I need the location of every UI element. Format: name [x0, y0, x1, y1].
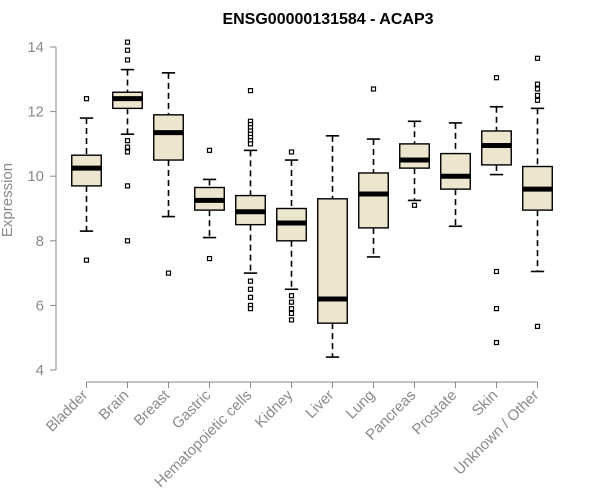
box-pancreas [399, 120, 430, 208]
outlier-point [124, 39, 131, 45]
outlier-point [288, 317, 295, 323]
outlier-point [206, 255, 213, 262]
box-lung [358, 86, 389, 258]
x-tick-label: Bladder [43, 387, 92, 436]
x-tick-label: Kidney [252, 386, 297, 431]
outlier-point [288, 306, 295, 312]
x-tick-label: Skin [469, 387, 502, 420]
outlier-point [124, 183, 131, 189]
outlier-point [247, 294, 254, 300]
outlier-point [247, 88, 254, 94]
x-tick-label: Lung [343, 387, 379, 423]
outlier-point [124, 138, 131, 144]
boxes-group [71, 39, 553, 358]
y-axis: 4 6 8 10 12 14 [27, 39, 57, 379]
y-tick-label: 10 [27, 168, 44, 185]
outlier-point [534, 86, 541, 92]
x-tick-label: Breast [131, 386, 174, 429]
outlier-point [124, 47, 131, 53]
outlier-point [124, 144, 131, 150]
outlier-point [247, 278, 254, 284]
outlier-point [124, 149, 131, 155]
outlier-point [165, 270, 172, 276]
outlier-point [493, 268, 500, 275]
outlier-point [534, 81, 541, 87]
outlier-point [534, 323, 541, 329]
outlier-point [124, 57, 131, 63]
y-tick-label: 8 [36, 233, 44, 250]
outlier-point [288, 310, 295, 317]
outlier-point [534, 55, 541, 61]
box-hematopoietic-cells [235, 88, 266, 312]
box-skin [481, 75, 512, 346]
outlier-point [493, 339, 500, 346]
outlier-point [124, 238, 131, 244]
box-bladder [71, 96, 102, 263]
outlier-point [288, 293, 295, 299]
outlier-point [247, 286, 254, 292]
outlier-point [83, 96, 90, 102]
chart-title: ENSG00000131584 - ACAP3 [222, 11, 433, 28]
outlier-point [83, 257, 90, 263]
x-tick-label: Liver [302, 387, 337, 422]
iqr-box [399, 143, 430, 169]
box-gastric [194, 147, 225, 262]
y-tick-label: 4 [36, 362, 44, 379]
y-tick-label: 12 [27, 104, 44, 121]
iqr-box [440, 152, 471, 190]
x-tick-label: Brain [96, 387, 133, 424]
outlier-point [534, 92, 541, 99]
box-liver [317, 135, 348, 358]
outlier-point [411, 202, 418, 208]
outlier-point [288, 299, 295, 305]
y-axis-label: Expression [0, 163, 16, 237]
x-tick-label: Prostate [409, 387, 461, 439]
outlier-point [493, 306, 500, 312]
outlier-point [288, 149, 295, 155]
box-kidney [276, 149, 307, 323]
iqr-box [153, 114, 184, 161]
box-breast [153, 72, 184, 276]
outlier-point [370, 86, 377, 92]
outlier-point [247, 141, 254, 147]
y-tick-label: 14 [27, 39, 44, 56]
outlier-point [493, 75, 500, 81]
iqr-box [358, 172, 389, 229]
box-brain [112, 39, 143, 244]
outlier-point [534, 97, 541, 103]
box-prostate [440, 122, 471, 228]
outlier-point [206, 147, 213, 153]
y-tick-label: 6 [36, 297, 44, 314]
outlier-point [247, 306, 254, 312]
iqr-box [317, 198, 348, 324]
box-unknown-other [522, 55, 553, 329]
